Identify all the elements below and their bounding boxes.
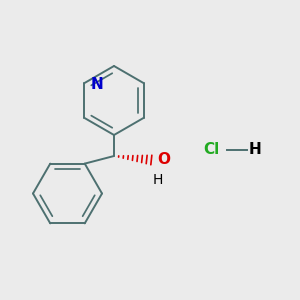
Text: Cl: Cl [203, 142, 219, 158]
Text: H: H [152, 173, 163, 187]
Text: N: N [91, 77, 103, 92]
Text: O: O [158, 152, 170, 166]
Text: H: H [249, 142, 262, 158]
